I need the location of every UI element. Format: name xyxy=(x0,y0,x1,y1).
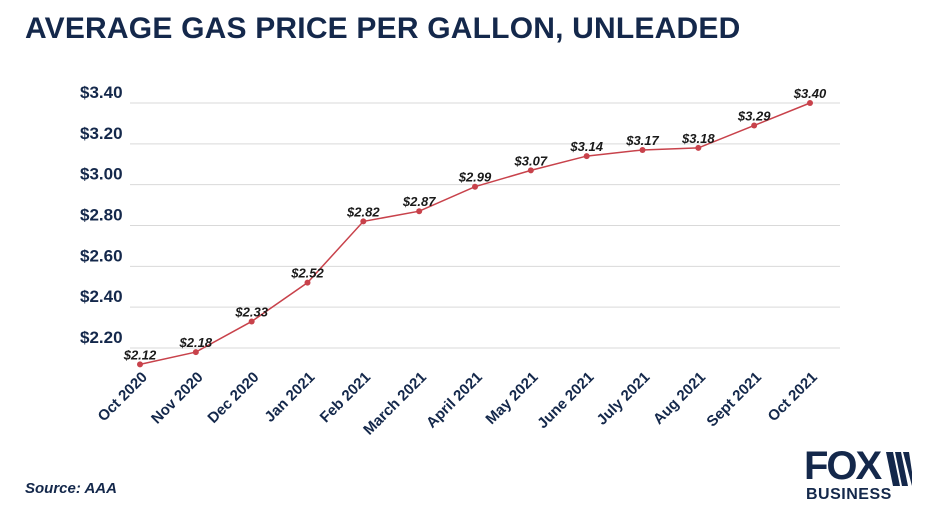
x-tick-label: May 2021 xyxy=(482,369,541,428)
data-points xyxy=(137,100,813,368)
data-point xyxy=(416,208,423,215)
fox-business-logo: FOX BUSINESS xyxy=(800,444,920,508)
data-point xyxy=(807,100,813,106)
x-tick-label: Oct 2021 xyxy=(765,369,821,425)
data-point xyxy=(695,144,702,151)
data-label: $3.18 xyxy=(681,131,715,146)
data-label: $2.18 xyxy=(179,335,213,350)
data-point xyxy=(248,318,255,325)
data-point xyxy=(472,183,478,190)
data-label: $3.29 xyxy=(737,108,771,123)
data-label: $2.82 xyxy=(346,204,380,219)
data-label: $2.99 xyxy=(458,170,492,185)
data-point xyxy=(192,349,199,356)
data-labels: $2.12 $2.18 $2.33 $2.52 $2.82 $2.87 $2.99 $3.07… xyxy=(123,86,827,362)
grid-lines xyxy=(130,102,840,349)
data-label: $2.12 xyxy=(123,347,157,362)
chart-title: AVERAGE GAS PRICE PER GALLON, UNLEADED xyxy=(25,12,741,45)
y-axis-ticks: $2.20 $2.40 $2.60 $2.80 $3.00 $3.20 $3.40 xyxy=(80,83,123,347)
y-tick-label: $2.80 xyxy=(80,206,123,225)
data-point xyxy=(137,361,143,368)
x-tick-label: Sept 2021 xyxy=(703,369,765,431)
x-tick-label: July 2021 xyxy=(594,369,654,429)
data-point xyxy=(751,122,758,129)
x-tick-label: Oct 2020 xyxy=(95,369,151,425)
data-point xyxy=(360,218,367,225)
x-tick-label: Nov 2020 xyxy=(148,369,207,428)
y-tick-label: $3.20 xyxy=(80,124,123,143)
data-point xyxy=(583,153,590,160)
data-point xyxy=(304,279,311,286)
data-point xyxy=(639,146,646,153)
source-note: Source: AAA xyxy=(25,480,117,497)
logo-business-text: BUSINESS xyxy=(806,486,892,503)
y-tick-label: $2.20 xyxy=(80,328,123,347)
y-tick-label: $2.60 xyxy=(80,246,123,265)
data-label: $3.17 xyxy=(625,133,659,148)
y-tick-label: $3.40 xyxy=(80,83,123,102)
data-label: $2.52 xyxy=(290,266,324,281)
data-label: $3.40 xyxy=(793,86,827,101)
x-tick-label: Feb 2021 xyxy=(317,369,374,426)
x-tick-label: June 2021 xyxy=(534,369,597,432)
data-point xyxy=(527,167,534,174)
y-tick-label: $2.40 xyxy=(80,287,123,306)
y-tick-label: $3.00 xyxy=(80,165,123,184)
logo-beam-icon xyxy=(886,452,912,486)
data-label: $2.87 xyxy=(402,194,436,209)
x-tick-label: Jan 2021 xyxy=(261,369,318,426)
data-label: $2.33 xyxy=(234,304,268,319)
x-tick-label: Aug 2021 xyxy=(650,369,709,428)
logo-fox-text: FOX xyxy=(804,444,882,488)
x-tick-label: April 2021 xyxy=(423,369,486,432)
data-label: $3.14 xyxy=(569,139,603,154)
data-label: $3.07 xyxy=(514,153,548,168)
x-tick-label: Dec 2020 xyxy=(204,369,262,427)
